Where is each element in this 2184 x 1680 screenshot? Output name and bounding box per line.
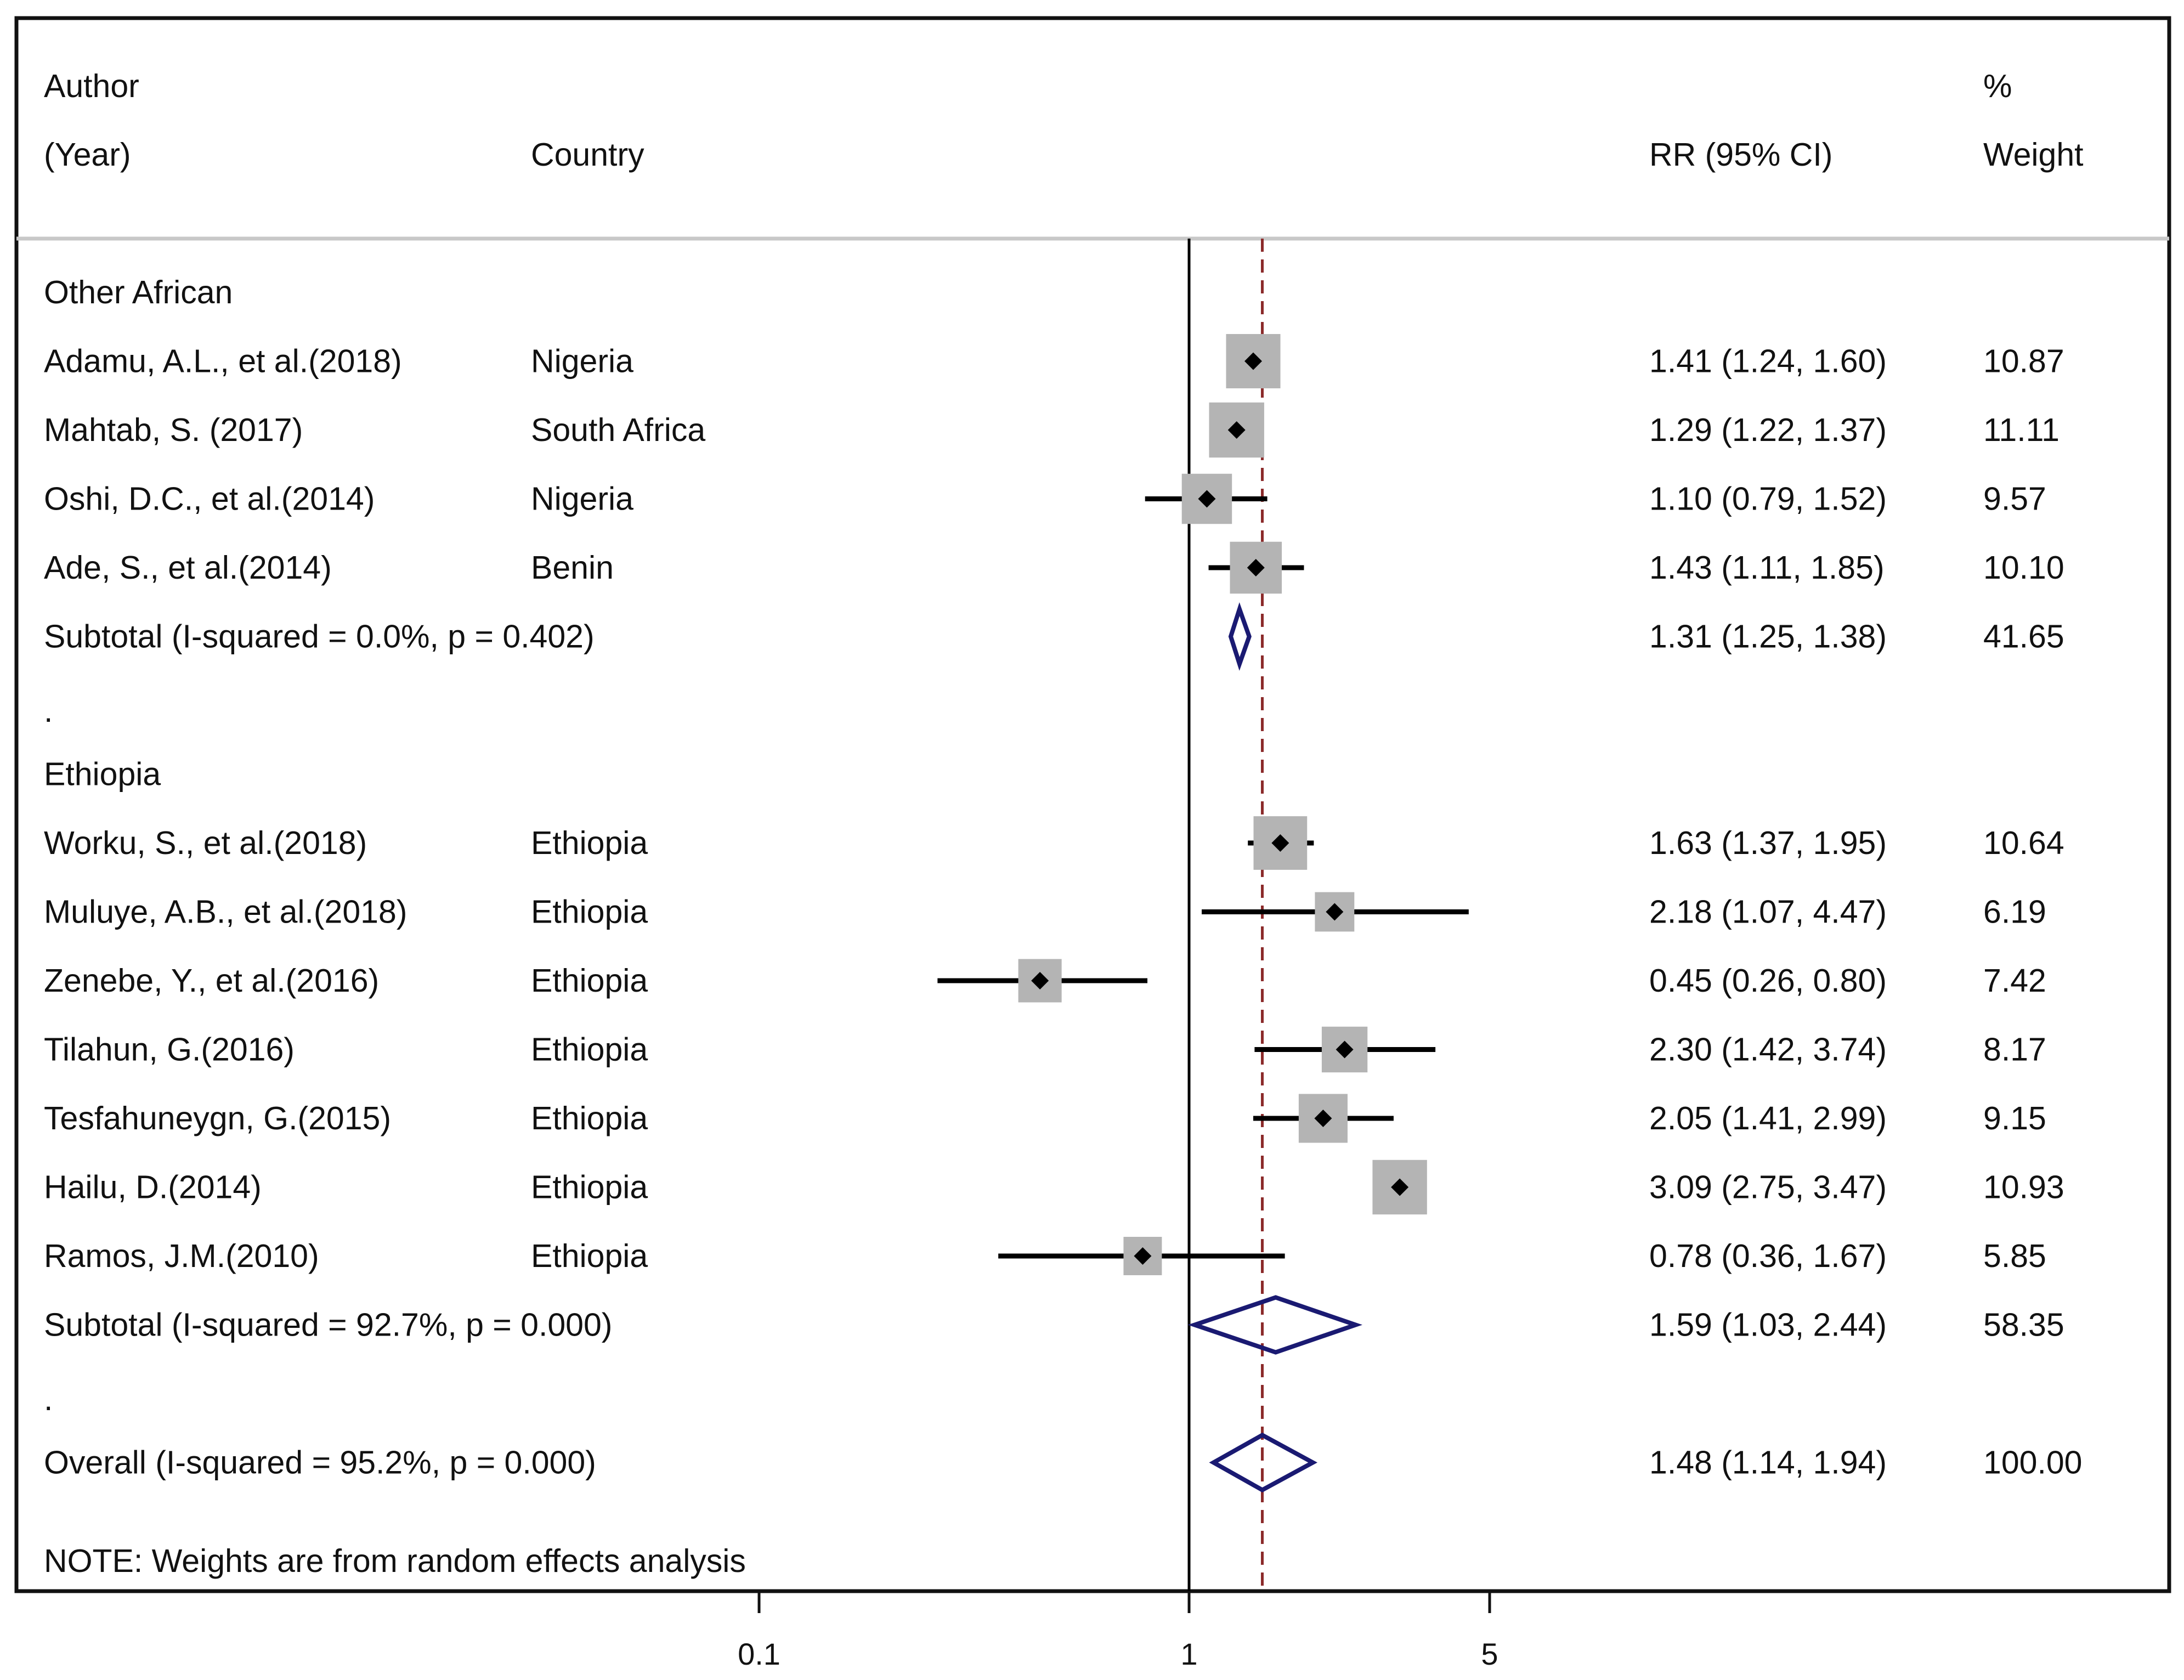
study-weight: 10.87 xyxy=(1983,343,2064,380)
header-weight-line2: Weight xyxy=(1983,137,2084,173)
study-country: Nigeria xyxy=(531,343,633,380)
forest-rows: Other African Adamu, A.L., et al.(2018) Ni… xyxy=(44,274,2082,1493)
study-effect: 2.30 (1.42, 3.74) xyxy=(1649,1032,1887,1068)
weights-note: NOTE: Weights are from random effects an… xyxy=(44,1543,746,1579)
subtotal-effect: 1.31 (1.25, 1.38) xyxy=(1649,619,1887,655)
x-tick-label: 5 xyxy=(1481,1637,1498,1671)
study-country: South Africa xyxy=(531,412,705,448)
study-weight: 9.57 xyxy=(1983,481,2046,517)
study-weight: 10.10 xyxy=(1983,550,2064,586)
study-point-estimate xyxy=(1391,1178,1409,1196)
overall-diamond xyxy=(1209,1432,1318,1493)
study-weight: 6.19 xyxy=(1983,894,2046,930)
study-label: Ade, S., et al.(2014) xyxy=(44,550,332,586)
subtotal-label: Subtotal (I-squared = 92.7%, p = 0.000) xyxy=(44,1307,612,1343)
study-point-estimate xyxy=(1227,421,1246,439)
overall-weight: 100.00 xyxy=(1983,1445,2082,1481)
subtotal-label: Subtotal (I-squared = 0.0%, p = 0.402) xyxy=(44,619,595,655)
subtotal-weight: 58.35 xyxy=(1983,1307,2064,1343)
header-effect: RR (95% CI) xyxy=(1649,137,1832,173)
study-weight: 10.93 xyxy=(1983,1169,2064,1206)
study-weight: 7.42 xyxy=(1983,963,2046,999)
study-point-estimate xyxy=(1134,1247,1152,1265)
study-effect: 2.18 (1.07, 4.47) xyxy=(1649,894,1887,930)
study-label: Zenebe, Y., et al.(2016) xyxy=(44,963,379,999)
study-weight: 10.64 xyxy=(1983,825,2064,861)
header-author-line1: Author xyxy=(44,68,139,104)
study-effect: 1.10 (0.79, 1.52) xyxy=(1649,481,1887,517)
x-tick-label: 0.1 xyxy=(738,1637,780,1671)
study-point-estimate xyxy=(1314,1110,1332,1127)
study-point-estimate xyxy=(1271,834,1289,852)
study-point-estimate xyxy=(1198,490,1216,508)
study-effect: 0.45 (0.26, 0.80) xyxy=(1649,963,1887,999)
study-country: Ethiopia xyxy=(531,1032,648,1068)
header-country: Country xyxy=(531,137,644,173)
study-country: Ethiopia xyxy=(531,1100,648,1136)
group-heading: Ethiopia xyxy=(44,756,161,793)
study-weight: 11.11 xyxy=(1983,412,2059,448)
subtotal-diamond xyxy=(1187,1295,1363,1355)
subtotal-diamond xyxy=(1228,602,1252,671)
study-country: Ethiopia xyxy=(531,894,648,930)
study-effect: 3.09 (2.75, 3.47) xyxy=(1649,1169,1887,1206)
study-effect: 0.78 (0.36, 1.67) xyxy=(1649,1238,1887,1274)
study-country: Nigeria xyxy=(531,481,633,517)
x-axis: 0.1 1 5 xyxy=(738,1591,1498,1671)
overall-label: Overall (I-squared = 95.2%, p = 0.000) xyxy=(44,1445,596,1481)
overall-effect: 1.48 (1.14, 1.94) xyxy=(1649,1445,1887,1481)
study-label: Ramos, J.M.(2010) xyxy=(44,1238,319,1274)
study-country: Ethiopia xyxy=(531,963,648,999)
study-weight: 8.17 xyxy=(1983,1032,2046,1068)
study-point-estimate xyxy=(1247,559,1265,576)
header-author-line2: (Year) xyxy=(44,137,131,173)
study-country: Ethiopia xyxy=(531,825,648,861)
study-country: Ethiopia xyxy=(531,1169,648,1206)
study-label: Muluye, A.B., et al.(2018) xyxy=(44,894,407,930)
study-weight: 9.15 xyxy=(1983,1100,2046,1136)
study-point-estimate xyxy=(1244,352,1262,370)
group-heading: Other African xyxy=(44,274,233,310)
header-weight-line1: % xyxy=(1983,68,2012,104)
x-tick-label: 1 xyxy=(1180,1637,1197,1671)
study-weight: 5.85 xyxy=(1983,1238,2046,1274)
study-point-estimate xyxy=(1336,1040,1354,1059)
study-country: Ethiopia xyxy=(531,1238,648,1274)
study-effect: 1.63 (1.37, 1.95) xyxy=(1649,825,1887,861)
subtotal-effect: 1.59 (1.03, 2.44) xyxy=(1649,1307,1887,1343)
study-label: Oshi, D.C., et al.(2014) xyxy=(44,481,375,517)
subtotal-weight: 41.65 xyxy=(1983,619,2064,655)
study-effect: 1.43 (1.11, 1.85) xyxy=(1649,550,1885,586)
study-effect: 1.29 (1.22, 1.37) xyxy=(1649,412,1887,448)
study-point-estimate xyxy=(1031,972,1049,989)
study-country: Benin xyxy=(531,550,614,586)
study-label: Worku, S., et al.(2018) xyxy=(44,825,367,861)
study-label: Mahtab, S. (2017) xyxy=(44,412,303,448)
study-label: Hailu, D.(2014) xyxy=(44,1169,262,1206)
study-label: Tesfahuneygn, G.(2015) xyxy=(44,1100,391,1136)
study-label: Adamu, A.L., et al.(2018) xyxy=(44,343,402,380)
study-effect: 2.05 (1.41, 2.99) xyxy=(1649,1100,1887,1136)
group-separator: . xyxy=(44,693,53,729)
study-label: Tilahun, G.(2016) xyxy=(44,1032,295,1068)
study-point-estimate xyxy=(1326,903,1344,921)
group-separator: . xyxy=(44,1381,53,1417)
plot-frame xyxy=(14,16,2171,1593)
study-effect: 1.41 (1.24, 1.60) xyxy=(1649,343,1887,380)
